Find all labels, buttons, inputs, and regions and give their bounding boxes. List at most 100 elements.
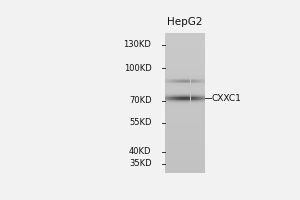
Bar [174, 77, 175, 78]
Bar [185, 101, 186, 102]
Bar [195, 102, 196, 103]
Bar [170, 101, 171, 102]
Bar [203, 95, 204, 96]
Bar [185, 98, 186, 99]
Bar [190, 85, 191, 86]
Bar [165, 91, 166, 92]
Bar [195, 83, 196, 84]
Bar [193, 82, 194, 83]
Bar [179, 104, 180, 105]
Bar [168, 83, 169, 84]
Bar [190, 97, 191, 98]
Bar [167, 104, 168, 105]
Bar [194, 85, 195, 86]
Bar [183, 93, 184, 94]
Bar [174, 106, 175, 107]
Bar [198, 103, 199, 104]
Bar [199, 105, 200, 106]
Bar [167, 94, 168, 95]
Bar [181, 99, 182, 100]
Bar [203, 104, 204, 105]
Bar [184, 98, 185, 99]
Bar [174, 92, 175, 93]
Bar [165, 80, 166, 81]
Bar [165, 68, 205, 70]
Bar [178, 95, 179, 96]
Bar [194, 90, 195, 91]
Bar [166, 75, 167, 76]
Bar [173, 104, 174, 105]
Bar [202, 84, 203, 85]
Bar [201, 104, 202, 105]
Bar [204, 94, 205, 95]
Bar [166, 100, 167, 101]
Bar [172, 78, 173, 79]
Bar [169, 85, 170, 86]
Bar [203, 105, 204, 106]
Bar [197, 99, 198, 100]
Bar [197, 95, 198, 96]
Bar [201, 85, 202, 86]
Bar [193, 84, 194, 85]
Bar [165, 84, 166, 85]
Bar [191, 93, 192, 94]
Bar [167, 100, 168, 101]
Bar [169, 75, 170, 76]
Bar [202, 103, 203, 104]
Bar [172, 80, 173, 81]
Bar [192, 91, 193, 92]
Bar [191, 84, 192, 85]
Text: 70KD: 70KD [129, 96, 152, 105]
Bar [188, 76, 189, 77]
Bar [181, 105, 182, 106]
Bar [173, 92, 174, 93]
Bar [165, 40, 205, 42]
Bar [203, 102, 204, 103]
Bar [197, 89, 198, 90]
Bar [188, 85, 189, 86]
Bar [190, 100, 191, 101]
Bar [177, 77, 178, 78]
Bar [167, 96, 168, 97]
Bar [177, 80, 178, 81]
Bar [173, 102, 174, 103]
Bar [165, 170, 205, 172]
Bar [173, 105, 174, 106]
Bar [168, 100, 169, 101]
Bar [189, 85, 190, 86]
Bar [199, 100, 200, 101]
Bar [165, 77, 166, 78]
Bar [204, 97, 205, 98]
Bar [182, 95, 183, 96]
Bar [189, 83, 190, 84]
Bar [187, 80, 188, 81]
Bar [168, 93, 169, 94]
Bar [196, 75, 197, 76]
Bar [182, 80, 183, 81]
Bar [196, 90, 197, 91]
Bar [171, 106, 172, 107]
Bar [195, 93, 196, 94]
Bar [183, 79, 184, 80]
Bar [188, 98, 189, 99]
Bar [169, 99, 170, 100]
Bar [186, 96, 187, 97]
Bar [165, 145, 205, 147]
Bar [181, 103, 182, 104]
Bar [203, 75, 204, 76]
Bar [169, 96, 170, 97]
Bar [177, 86, 178, 87]
Bar [178, 106, 179, 107]
Bar [198, 75, 199, 76]
Bar [175, 94, 176, 95]
Bar [196, 76, 197, 77]
Bar [186, 93, 187, 94]
Bar [165, 96, 205, 98]
Bar [191, 104, 192, 105]
Bar [192, 98, 193, 99]
Bar [188, 105, 189, 106]
Bar [199, 92, 200, 93]
Bar [197, 80, 198, 81]
Bar [166, 104, 167, 105]
Bar [165, 95, 166, 96]
